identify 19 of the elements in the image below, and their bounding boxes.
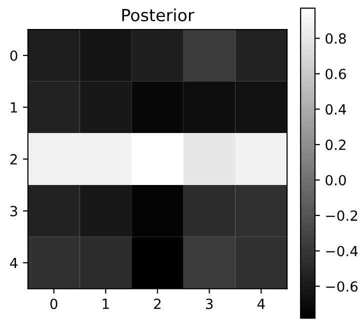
y-tick-label: 1 <box>10 102 17 113</box>
y-tick-label: 0 <box>10 50 18 61</box>
color-bar-label: 0.0 <box>326 174 346 186</box>
x-tick-label: 4 <box>257 298 265 309</box>
color-bar-label: 0.8 <box>326 33 346 44</box>
y-tick-label: 3 <box>10 206 18 216</box>
color-bar-label: −0.2 <box>326 210 358 221</box>
color-bar-label: 0.6 <box>326 68 346 80</box>
y-tick-label: 2 <box>10 154 17 164</box>
x-tick-label: 3 <box>206 298 213 310</box>
color-bar-label: −0.4 <box>326 246 358 256</box>
x-tick-label: 0 <box>50 298 58 310</box>
color-bar-label: 0.2 <box>326 140 346 150</box>
x-tick-label: 2 <box>154 298 161 309</box>
color-bar-label: −0.6 <box>326 281 358 292</box>
x-tick-label: 1 <box>102 298 109 309</box>
chart-title: Posterior <box>122 8 194 22</box>
y-tick-label: 4 <box>10 258 18 268</box>
color-bar-label: 0.4 <box>326 104 346 115</box>
